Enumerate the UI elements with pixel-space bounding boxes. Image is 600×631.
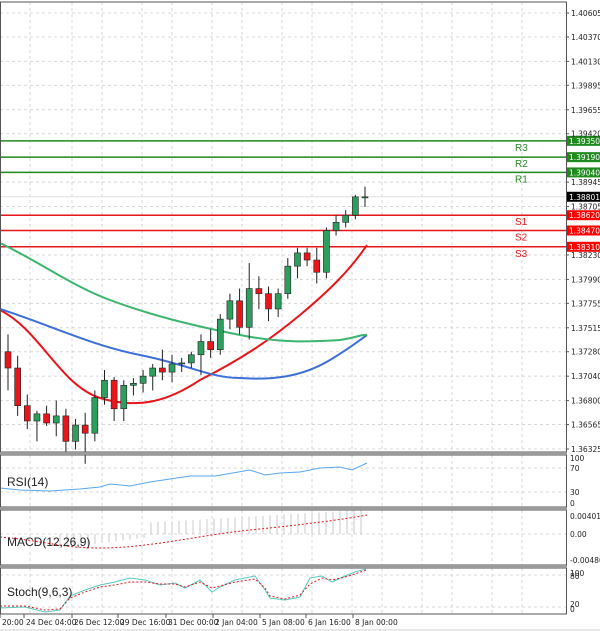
svg-text:1.37755: 1.37755 (571, 299, 600, 308)
svg-text:1.38470: 1.38470 (569, 226, 600, 235)
svg-text:100: 100 (570, 454, 585, 463)
svg-text:29 Dec 16:00: 29 Dec 16:00 (120, 618, 171, 627)
price-axis: 1.40605 1.40370 1.40130 1.39895 1.39655 1.394… (566, 9, 600, 614)
svg-text:0.00: 0.00 (570, 530, 587, 539)
svg-text:1.39420: 1.39420 (571, 130, 600, 139)
svg-text:1.37280: 1.37280 (571, 348, 600, 357)
svg-text:5 Jan 08:00: 5 Jan 08:00 (262, 618, 305, 627)
svg-text:24 Dec 04:00: 24 Dec 04:00 (26, 618, 77, 627)
svg-text:1.37040: 1.37040 (571, 372, 600, 381)
svg-text:S3: S3 (515, 249, 528, 260)
svg-text:1.39655: 1.39655 (571, 106, 600, 115)
svg-text:20: 20 (570, 600, 580, 609)
svg-text:1.40605: 1.40605 (571, 9, 600, 18)
panel-frames (0, 1, 567, 615)
svg-text:80: 80 (570, 572, 580, 581)
svg-text:1.38705: 1.38705 (571, 203, 600, 212)
svg-text:1.38230: 1.38230 (571, 251, 600, 260)
svg-text:S1: S1 (515, 217, 528, 228)
rsi-label: RSI(14) (7, 475, 48, 489)
support-resistance-lines: R3 1.39350 R2 1.39190 R1 1.39040 S1 1.38620 S2 1.… (0, 135, 600, 260)
macd-label: MACD(12,26,9) (7, 535, 90, 549)
candlesticks (4, 186, 369, 464)
svg-text:R3: R3 (515, 143, 528, 154)
svg-text:1.36800: 1.36800 (571, 397, 600, 406)
svg-text:1.39350: 1.39350 (569, 137, 600, 146)
svg-text:8 Jan 00:00: 8 Jan 00:00 (355, 618, 398, 627)
svg-text:1.39895: 1.39895 (571, 81, 600, 90)
svg-text:70: 70 (570, 464, 580, 473)
stoch-label: Stoch(9,6,3) (7, 585, 72, 599)
svg-text:30: 30 (570, 488, 580, 497)
svg-text:S2: S2 (515, 232, 528, 243)
svg-text:31 Dec 00:00: 31 Dec 00:00 (168, 618, 219, 627)
svg-text:1.37515: 1.37515 (571, 324, 600, 333)
svg-text:1.37990: 1.37990 (571, 275, 600, 284)
svg-text:R2: R2 (515, 159, 528, 170)
svg-text:6 Jan 16:00: 6 Jan 16:00 (308, 618, 351, 627)
svg-text:1.40130: 1.40130 (571, 57, 600, 66)
svg-text:1.36325: 1.36325 (571, 445, 600, 454)
svg-text:2 Jan 04:00: 2 Jan 04:00 (215, 618, 258, 627)
svg-text:-0.004807: -0.004807 (570, 556, 600, 565)
svg-text:1.38801: 1.38801 (569, 193, 600, 202)
svg-text:0: 0 (570, 499, 575, 508)
svg-text:1.38310: 1.38310 (569, 243, 600, 252)
svg-text:26 Dec 12:00: 26 Dec 12:00 (74, 618, 125, 627)
svg-text:100: 100 (570, 569, 585, 578)
svg-text:1.39040: 1.39040 (569, 168, 600, 177)
svg-text:1.36565: 1.36565 (571, 421, 600, 430)
svg-text:0: 0 (570, 605, 575, 614)
indicator-lines (0, 462, 368, 613)
svg-text:1.38945: 1.38945 (571, 178, 600, 187)
grid-lines (0, 2, 566, 614)
svg-text:1.38620: 1.38620 (569, 211, 600, 220)
svg-text:1.39190: 1.39190 (569, 153, 600, 162)
svg-text:20:00: 20:00 (2, 618, 24, 627)
svg-text:R1: R1 (515, 174, 528, 185)
svg-text:0.004013: 0.004013 (570, 512, 600, 521)
svg-text:1.40370: 1.40370 (571, 33, 600, 42)
